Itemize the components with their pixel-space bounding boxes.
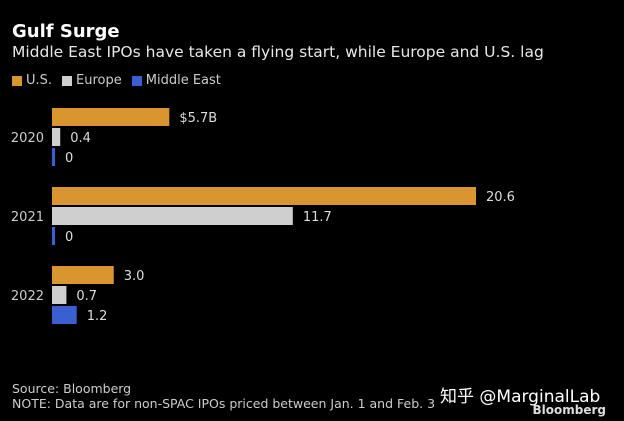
legend-item-middle-east: Middle East bbox=[131, 73, 221, 88]
bar-middle-east-2020 bbox=[52, 148, 55, 166]
bar-europe-2022 bbox=[52, 286, 67, 304]
bar-u-s--2022 bbox=[52, 266, 114, 284]
data-label: 20.6 bbox=[486, 190, 515, 205]
footnote: NOTE: Data are for non-SPAC IPOs priced … bbox=[12, 396, 436, 411]
legend-item-europe: Europe bbox=[62, 73, 122, 88]
bar-middle-east-2022 bbox=[52, 306, 77, 324]
bloomberg-logo: Bloomberg bbox=[532, 403, 607, 417]
data-label: 1.2 bbox=[87, 309, 108, 324]
legend-swatch-us bbox=[12, 75, 22, 86]
data-label: 0 bbox=[65, 151, 73, 166]
legend-swatch-europe bbox=[62, 75, 73, 86]
data-label: 3.0 bbox=[124, 269, 145, 284]
bar-europe-2020 bbox=[52, 128, 61, 146]
data-label: $5.7B bbox=[179, 111, 217, 126]
category-label-2022: 2022 bbox=[11, 289, 44, 304]
data-label: 0 bbox=[65, 230, 73, 245]
legend-swatch-middle-east bbox=[131, 75, 142, 86]
bar-middle-east-2021 bbox=[52, 227, 55, 245]
legend: U.S. Europe Middle East bbox=[12, 73, 221, 88]
bar-u-s--2021 bbox=[52, 187, 476, 205]
source-note: Source: Bloomberg bbox=[12, 381, 132, 396]
data-label: 11.7 bbox=[303, 210, 332, 225]
chart-title: Gulf Surge bbox=[12, 21, 120, 42]
chart-subtitle: Middle East IPOs have taken a flying sta… bbox=[12, 43, 544, 61]
bar-u-s--2020 bbox=[52, 108, 170, 126]
watermark: 知乎 @MarginalLab bbox=[440, 387, 601, 407]
legend-item-us: U.S. bbox=[12, 73, 52, 88]
category-label-2020: 2020 bbox=[11, 131, 44, 146]
category-label-2021: 2021 bbox=[11, 210, 44, 225]
data-label: 0.4 bbox=[70, 131, 91, 146]
data-label: 0.7 bbox=[76, 289, 97, 304]
bar-europe-2021 bbox=[52, 207, 293, 225]
